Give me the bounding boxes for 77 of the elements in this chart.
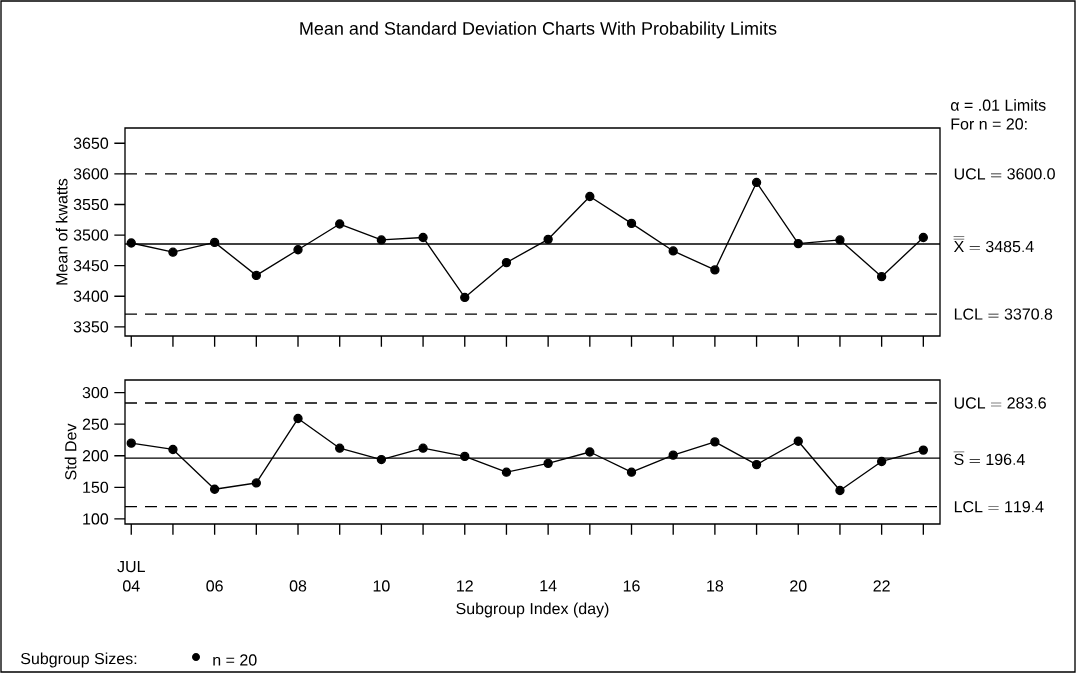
y-tick-label: 200 [82,450,109,462]
ref-line-label: $\overline{\overline{\mathrm{X}}}=\mathrm{3485.4}$ [953,236,1034,253]
point [335,443,345,453]
y-tick-label: 3350 [73,321,109,333]
y-tick-label: 300 [82,386,109,399]
x-tick-label: 06 [206,580,223,592]
x-tick-label: 10 [373,580,390,592]
point [418,232,428,243]
y-tick-label: 3650 [73,137,109,149]
point [543,458,553,469]
point [543,234,553,244]
x-tick-label: 14 [540,580,557,592]
y-tick-label: 3550 [73,198,109,211]
point [251,478,261,488]
point [793,436,803,446]
y-tick-label: 3600 [73,168,109,180]
point [168,444,178,455]
text: Subgroup Sizes: [21,652,137,668]
point [626,218,637,229]
point [751,177,762,188]
point [168,247,178,257]
y-axis-title: Std Dev [64,423,77,480]
point [793,238,803,249]
text: JUL [117,561,145,573]
point [376,235,387,245]
y-tick-label: 3450 [73,259,109,272]
y-tick-label: 150 [83,481,109,494]
point [293,413,303,424]
point [710,437,720,447]
point [876,271,887,282]
point [835,235,845,245]
x-tick-label: 16 [623,580,640,592]
ref-line-label: $\overline{\mathrm{S}}=\mathrm{196.4}$ [953,451,1025,466]
y-axis-title: Mean of kwatts [55,178,68,285]
text: n = 20 [213,654,257,666]
point [668,246,678,256]
point [209,237,220,248]
point [876,456,887,467]
point [126,438,136,448]
ref-line-label: $\mathrm{UCL}=\mathrm{283.6}$ [954,397,1046,409]
point [918,232,928,243]
x-axis-title: Subgroup Index (day) [456,602,609,618]
point [585,447,595,457]
point [751,459,762,470]
x-tick-label: 12 [457,580,473,592]
point [668,450,678,460]
x-tick-label: 08 [289,580,307,592]
point [293,245,303,255]
text: For n = 20: [951,118,1027,130]
x-tick-label: 04 [122,580,140,592]
x-tick-label: 18 [707,580,724,592]
point [376,454,387,465]
point [460,292,470,303]
point [126,238,136,248]
point [335,219,345,229]
point [585,191,595,202]
ref-line-label: $\mathrm{LCL}=\mathrm{3370.8}$ [954,308,1053,320]
point [209,484,220,494]
text: α = .01 Limits [950,99,1046,111]
ref-line-label: $\mathrm{UCL}=\mathrm{3600.0}$ [954,168,1055,180]
point [501,467,512,477]
point [835,485,845,496]
point [918,445,928,455]
point [418,443,428,453]
point [626,467,637,477]
point [710,265,720,275]
point [251,270,261,281]
point [501,257,512,268]
chart-title: Mean and Standard Deviation Charts With Probability Limits [300,21,777,39]
x-tick-label: 20 [790,580,807,592]
ref-line-label: $\mathrm{LCL}=\mathrm{119.4}$ [954,501,1044,513]
y-tick-label: 3400 [73,290,109,302]
y-tick-label: 250 [82,418,109,430]
point [460,451,470,462]
x-tick-label: 22 [873,580,890,592]
y-tick-label: 3500 [73,229,109,241]
y-tick-label: 100 [83,513,109,525]
